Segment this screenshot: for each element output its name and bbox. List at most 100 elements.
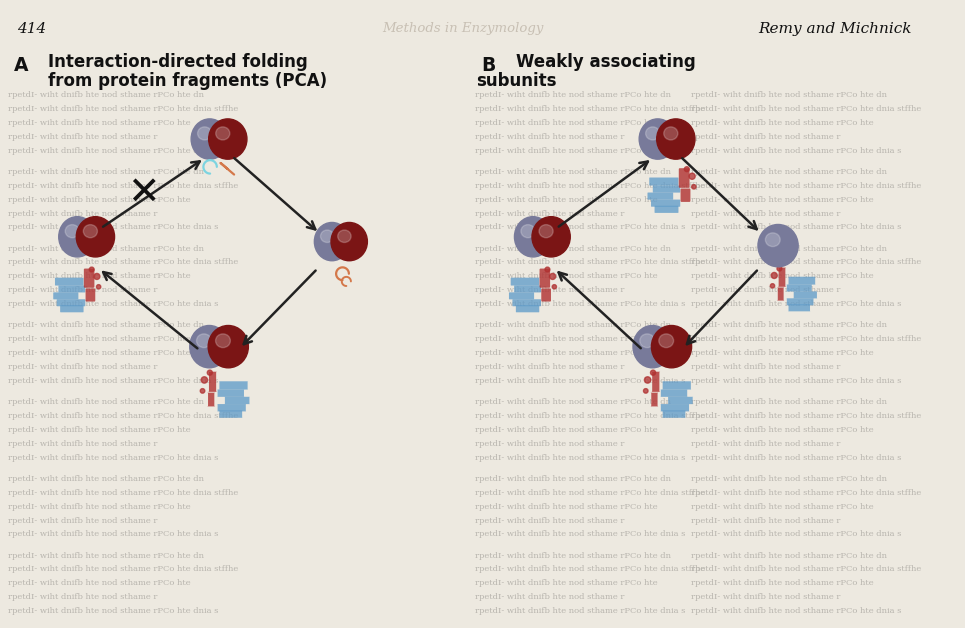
Text: rpetdI- wiht dnifb hte nod sthame r: rpetdI- wiht dnifb hte nod sthame r xyxy=(475,133,624,141)
FancyBboxPatch shape xyxy=(652,185,680,193)
Text: rpetdI- wiht dnifb hte nod sthame r: rpetdI- wiht dnifb hte nod sthame r xyxy=(8,286,157,295)
Text: rpetdI- wiht dnifb hte nod sthame rPCo hte dnia stffhe: rpetdI- wiht dnifb hte nod sthame rPCo h… xyxy=(691,181,921,190)
Text: rpetdI- wiht dnifb hte nod sthame r: rpetdI- wiht dnifb hte nod sthame r xyxy=(8,593,157,602)
FancyBboxPatch shape xyxy=(207,392,215,406)
Text: rpetdI- wiht dnifb hte nod sthame rPCo hte: rpetdI- wiht dnifb hte nod sthame rPCo h… xyxy=(475,196,657,203)
Text: rpetdI- wiht dnifb hte nod sthame rPCo hte dn: rpetdI- wiht dnifb hte nod sthame rPCo h… xyxy=(8,91,204,99)
FancyBboxPatch shape xyxy=(217,404,246,411)
Text: rpetdI- wiht dnifb hte nod sthame rPCo hte dn: rpetdI- wiht dnifb hte nod sthame rPCo h… xyxy=(691,475,887,483)
Ellipse shape xyxy=(777,266,782,271)
Text: rpetdI- wiht dnifb hte nod sthame rPCo hte: rpetdI- wiht dnifb hte nod sthame rPCo h… xyxy=(475,502,657,511)
FancyBboxPatch shape xyxy=(60,305,84,312)
Text: rpetdI- wiht dnifb hte nod sthame rPCo hte dn: rpetdI- wiht dnifb hte nod sthame rPCo h… xyxy=(691,168,887,176)
Text: subunits: subunits xyxy=(476,72,557,90)
Text: rpetdI- wiht dnifb hte nod sthame rPCo hte dnia s: rpetdI- wiht dnifb hte nod sthame rPCo h… xyxy=(691,147,901,154)
Text: rpetdI- wiht dnifb hte nod sthame rPCo hte dn: rpetdI- wiht dnifb hte nod sthame rPCo h… xyxy=(691,322,887,329)
Ellipse shape xyxy=(514,217,552,257)
Ellipse shape xyxy=(198,127,211,140)
Ellipse shape xyxy=(770,284,775,288)
Text: rpetdI- wiht dnifb hte nod sthame rPCo hte dnia s: rpetdI- wiht dnifb hte nod sthame rPCo h… xyxy=(475,377,685,385)
Text: rpetdI- wiht dnifb hte nod sthame rPCo hte dn: rpetdI- wiht dnifb hte nod sthame rPCo h… xyxy=(8,551,204,560)
Text: ✕: ✕ xyxy=(126,174,159,212)
Text: rpetdI- wiht dnifb hte nod sthame rPCo hte dnia stffhe: rpetdI- wiht dnifb hte nod sthame rPCo h… xyxy=(8,565,238,573)
Text: rpetdI- wiht dnifb hte nod sthame r: rpetdI- wiht dnifb hte nod sthame r xyxy=(691,210,841,217)
FancyBboxPatch shape xyxy=(509,293,534,300)
FancyBboxPatch shape xyxy=(649,178,678,185)
Text: rpetdI- wiht dnifb hte nod sthame r: rpetdI- wiht dnifb hte nod sthame r xyxy=(475,440,624,448)
FancyBboxPatch shape xyxy=(654,206,678,213)
Ellipse shape xyxy=(208,325,248,368)
FancyBboxPatch shape xyxy=(53,293,78,300)
Text: 414: 414 xyxy=(17,22,46,36)
Text: rpetdI- wiht dnifb hte nod sthame r: rpetdI- wiht dnifb hte nod sthame r xyxy=(475,593,624,602)
Text: rpetdI- wiht dnifb hte nod sthame r: rpetdI- wiht dnifb hte nod sthame r xyxy=(691,593,841,602)
Text: rpetdI- wiht dnifb hte nod sthame rPCo hte dnia s: rpetdI- wiht dnifb hte nod sthame rPCo h… xyxy=(475,607,685,615)
Text: rpetdI- wiht dnifb hte nod sthame rPCo hte dnia stffhe: rpetdI- wiht dnifb hte nod sthame rPCo h… xyxy=(475,335,705,344)
Text: rpetdI- wiht dnifb hte nod sthame rPCo hte dnia s: rpetdI- wiht dnifb hte nod sthame rPCo h… xyxy=(691,607,901,615)
Text: rpetdI- wiht dnifb hte nod sthame rPCo hte dnia stffhe: rpetdI- wiht dnifb hte nod sthame rPCo h… xyxy=(475,489,705,497)
FancyBboxPatch shape xyxy=(651,372,660,392)
Ellipse shape xyxy=(689,173,695,180)
Text: rpetdI- wiht dnifb hte nod sthame rPCo hte dnia stffhe: rpetdI- wiht dnifb hte nod sthame rPCo h… xyxy=(475,565,705,573)
Ellipse shape xyxy=(550,273,556,279)
Text: rpetdI- wiht dnifb hte nod sthame rPCo hte dnia stffhe: rpetdI- wiht dnifb hte nod sthame rPCo h… xyxy=(8,489,238,497)
Ellipse shape xyxy=(320,230,334,242)
FancyBboxPatch shape xyxy=(55,278,84,286)
FancyBboxPatch shape xyxy=(662,411,686,418)
Ellipse shape xyxy=(96,284,100,289)
Text: rpetdI- wiht dnifb hte nod sthame rPCo hte dnia s: rpetdI- wiht dnifb hte nod sthame rPCo h… xyxy=(691,224,901,232)
FancyBboxPatch shape xyxy=(788,277,815,284)
Ellipse shape xyxy=(692,185,696,189)
Text: rpetdI- wiht dnifb hte nod sthame rPCo hte dn: rpetdI- wiht dnifb hte nod sthame rPCo h… xyxy=(691,244,887,252)
Text: rpetdI- wiht dnifb hte nod sthame rPCo hte dnia s: rpetdI- wiht dnifb hte nod sthame rPCo h… xyxy=(691,377,901,385)
Text: rpetdI- wiht dnifb hte nod sthame rPCo hte dnia s: rpetdI- wiht dnifb hte nod sthame rPCo h… xyxy=(475,453,685,462)
Ellipse shape xyxy=(639,119,676,159)
Text: rpetdI- wiht dnifb hte nod sthame rPCo hte dn: rpetdI- wiht dnifb hte nod sthame rPCo h… xyxy=(8,475,204,483)
Text: rpetdI- wiht dnifb hte nod sthame rPCo hte dnia s: rpetdI- wiht dnifb hte nod sthame rPCo h… xyxy=(691,531,901,538)
Text: rpetdI- wiht dnifb hte nod sthame rPCo hte dnia stffhe: rpetdI- wiht dnifb hte nod sthame rPCo h… xyxy=(691,412,921,420)
FancyBboxPatch shape xyxy=(539,269,550,288)
Ellipse shape xyxy=(552,284,557,289)
Text: rpetdI- wiht dnifb hte nod sthame rPCo hte dn: rpetdI- wiht dnifb hte nod sthame rPCo h… xyxy=(691,398,887,406)
Text: rpetdI- wiht dnifb hte nod sthame r: rpetdI- wiht dnifb hte nod sthame r xyxy=(8,210,157,217)
FancyBboxPatch shape xyxy=(648,193,674,200)
Text: rpetdI- wiht dnifb hte nod sthame r: rpetdI- wiht dnifb hte nod sthame r xyxy=(475,363,624,371)
Ellipse shape xyxy=(659,334,674,348)
FancyBboxPatch shape xyxy=(86,288,96,301)
Text: rpetdI- wiht dnifb hte nod sthame r: rpetdI- wiht dnifb hte nod sthame r xyxy=(475,210,624,217)
Text: rpetdI- wiht dnifb hte nod sthame r: rpetdI- wiht dnifb hte nod sthame r xyxy=(8,363,157,371)
Text: rpetdI- wiht dnifb hte nod sthame rPCo hte dnia stffhe: rpetdI- wiht dnifb hte nod sthame rPCo h… xyxy=(691,489,921,497)
Ellipse shape xyxy=(215,334,231,348)
Text: rpetdI- wiht dnifb hte nod sthame rPCo hte dn: rpetdI- wiht dnifb hte nod sthame rPCo h… xyxy=(475,475,671,483)
Ellipse shape xyxy=(191,119,228,159)
Text: rpetdI- wiht dnifb hte nod sthame rPCo hte: rpetdI- wiht dnifb hte nod sthame rPCo h… xyxy=(691,119,873,127)
FancyBboxPatch shape xyxy=(777,288,785,301)
FancyBboxPatch shape xyxy=(793,291,817,298)
Ellipse shape xyxy=(645,377,650,383)
Text: rpetdI- wiht dnifb hte nod sthame rPCo hte: rpetdI- wiht dnifb hte nod sthame rPCo h… xyxy=(691,349,873,357)
Ellipse shape xyxy=(771,273,777,278)
Ellipse shape xyxy=(207,370,212,375)
Text: rpetdI- wiht dnifb hte nod sthame rPCo hte: rpetdI- wiht dnifb hte nod sthame rPCo h… xyxy=(475,273,657,280)
Text: rpetdI- wiht dnifb hte nod sthame rPCo hte: rpetdI- wiht dnifb hte nod sthame rPCo h… xyxy=(475,580,657,587)
Ellipse shape xyxy=(190,325,229,368)
FancyBboxPatch shape xyxy=(541,288,551,301)
FancyBboxPatch shape xyxy=(650,392,658,406)
Text: rpetdI- wiht dnifb hte nod sthame rPCo hte dn: rpetdI- wiht dnifb hte nod sthame rPCo h… xyxy=(8,168,204,176)
FancyBboxPatch shape xyxy=(510,278,539,286)
FancyBboxPatch shape xyxy=(678,168,690,188)
Text: rpetdI- wiht dnifb hte nod sthame rPCo hte dnia s: rpetdI- wiht dnifb hte nod sthame rPCo h… xyxy=(8,377,218,385)
Text: rpetdI- wiht dnifb hte nod sthame rPCo hte: rpetdI- wiht dnifb hte nod sthame rPCo h… xyxy=(8,119,190,127)
Text: rpetdI- wiht dnifb hte nod sthame r: rpetdI- wiht dnifb hte nod sthame r xyxy=(691,363,841,371)
FancyBboxPatch shape xyxy=(651,200,680,207)
Ellipse shape xyxy=(651,325,692,368)
Text: rpetdI- wiht dnifb hte nod sthame rPCo hte dnia stffhe: rpetdI- wiht dnifb hte nod sthame rPCo h… xyxy=(8,412,238,420)
Ellipse shape xyxy=(644,389,648,393)
Text: Remy and Michnick: Remy and Michnick xyxy=(758,22,911,36)
Text: rpetdI- wiht dnifb hte nod sthame rPCo hte dnia s: rpetdI- wiht dnifb hte nod sthame rPCo h… xyxy=(8,224,218,232)
Text: rpetdI- wiht dnifb hte nod sthame rPCo hte dnia s: rpetdI- wiht dnifb hte nod sthame rPCo h… xyxy=(8,147,218,154)
Text: rpetdI- wiht dnifb hte nod sthame rPCo hte: rpetdI- wiht dnifb hte nod sthame rPCo h… xyxy=(8,349,190,357)
Text: Methods in Enzymology: Methods in Enzymology xyxy=(382,22,543,35)
FancyBboxPatch shape xyxy=(514,286,541,293)
Ellipse shape xyxy=(646,127,660,140)
